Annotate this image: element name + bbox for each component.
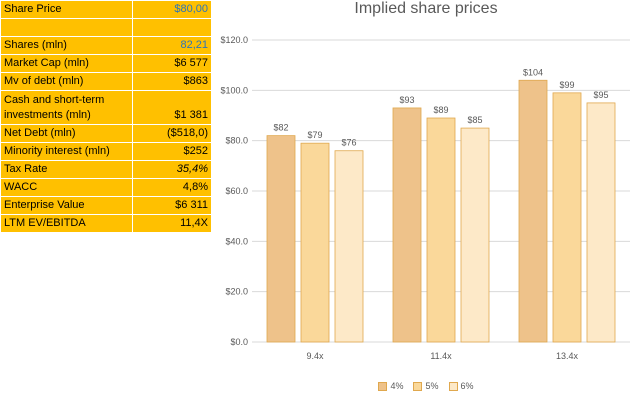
data-label: $85 (467, 115, 482, 125)
row-value: 82,21 (131, 36, 213, 55)
x-tick-label: 13.4x (556, 351, 579, 360)
data-label: $79 (307, 130, 322, 140)
legend-swatch-4pct (378, 381, 388, 391)
row-value: 11,4X (131, 214, 213, 233)
row-label: Tax Rate (0, 160, 133, 179)
row-label: Enterprise Value (0, 196, 133, 215)
row-label: Net Debt (mln) (0, 124, 133, 143)
legend-label-6pct: 6% (460, 381, 474, 391)
y-tick-label: $40.0 (225, 236, 248, 246)
bar (300, 142, 330, 343)
y-tick-label: $20.0 (225, 287, 248, 297)
legend-item-5pct: 5% (413, 381, 439, 391)
row-value: $1 381 (131, 90, 213, 125)
row-value: $863 (131, 72, 213, 91)
data-label: $99 (559, 80, 574, 90)
legend-swatch-6pct (448, 381, 458, 391)
row-value: $6 577 (131, 54, 213, 73)
data-label: $76 (341, 138, 356, 148)
data-label: $95 (593, 90, 608, 100)
table-row: Tax Rate 35,4% (0, 160, 213, 179)
row-value: $252 (131, 142, 213, 161)
table-row: Share Price $80,00 (0, 0, 213, 19)
table-row: LTM EV/EBITDA 11,4X (0, 214, 213, 233)
bar (460, 127, 490, 343)
bar (518, 79, 548, 343)
x-tick-label: 11.4x (430, 351, 452, 360)
row-value: $6 311 (131, 196, 213, 215)
legend-label-5pct: 5% (425, 381, 439, 391)
row-label: Shares (mln) (0, 36, 133, 55)
table-row (0, 18, 213, 37)
bar (552, 92, 582, 343)
row-value: ($518,0) (131, 124, 213, 143)
table-row: Market Cap (mln) $6 577 (0, 54, 213, 73)
bar (266, 135, 296, 343)
data-label: $104 (523, 67, 543, 77)
row-label: LTM EV/EBITDA (0, 214, 133, 233)
row-value: $80,00 (131, 0, 213, 19)
data-label: $82 (273, 123, 288, 133)
row-label: Cash and short-term investments (mln) (0, 90, 133, 125)
legend-label-4pct: 4% (390, 381, 404, 391)
table-row: Cash and short-term investments (mln) $1 … (0, 90, 213, 125)
legend-item-4pct: 4% (378, 381, 403, 391)
implied-share-prices-chart: $0.0 $20.0 $40.0 $60.0 $80.0 $100.0 $120.0 $82 $… (220, 35, 630, 360)
bar (426, 117, 456, 343)
legend-item-6pct: 6% (448, 381, 474, 391)
y-tick-label: $0.0 (230, 337, 248, 347)
table-row: Enterprise Value $6 311 (0, 196, 213, 215)
legend-swatch-5pct (413, 381, 423, 391)
row-value (131, 18, 213, 37)
row-label (0, 18, 133, 37)
row-label: Mv of debt (mln) (0, 72, 133, 91)
bar (392, 107, 422, 343)
row-value: 35,4% (131, 160, 213, 179)
y-tick-label: $60.0 (225, 186, 248, 196)
data-label: $89 (433, 105, 448, 115)
data-label: $93 (399, 95, 414, 105)
y-tick-label: $80.0 (225, 136, 248, 146)
x-tick-label: 9.4x (306, 351, 324, 360)
table-row: Net Debt (mln) ($518,0) (0, 124, 213, 143)
table-row: Minority interest (mln) $252 (0, 142, 213, 161)
table-row: Shares (mln) 82,21 (0, 36, 213, 55)
row-label: Share Price (0, 0, 133, 19)
bar (586, 102, 616, 343)
row-label: Market Cap (mln) (0, 54, 133, 73)
y-tick-label: $120.0 (220, 35, 248, 45)
chart-title: Implied share prices (354, 0, 498, 17)
chart-legend: 4% 5% 6% (212, 381, 640, 391)
row-value: 4,8% (131, 178, 213, 197)
table-row: WACC 4,8% (0, 178, 213, 197)
valuation-table: Share Price $80,00 Shares (mln) 82,21 Market… (0, 0, 213, 233)
row-label: Minority interest (mln) (0, 142, 133, 161)
table-row: Mv of debt (mln) $863 (0, 72, 213, 91)
y-tick-label: $100.0 (220, 85, 248, 95)
bar (334, 150, 364, 343)
row-label: WACC (0, 178, 133, 197)
